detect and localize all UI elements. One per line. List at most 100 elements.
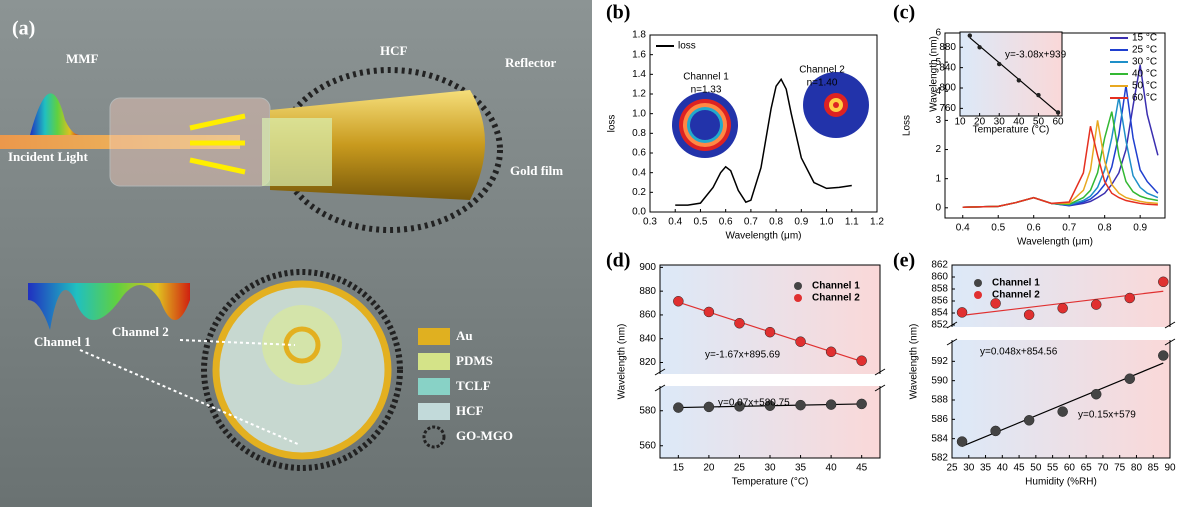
point bbox=[1055, 110, 1061, 115]
callout: Reflector bbox=[505, 55, 556, 70]
break-mark bbox=[654, 384, 666, 392]
spectrum-icon bbox=[28, 283, 190, 330]
y-tick-label: 1.0 bbox=[632, 108, 646, 119]
y-axis-label: Wavelength (nm) bbox=[909, 324, 920, 400]
legend-label: 30 °C bbox=[1132, 57, 1157, 68]
point bbox=[990, 298, 1001, 309]
panel-label: (b) bbox=[606, 2, 630, 24]
y-tick-label: 1.6 bbox=[632, 49, 646, 60]
point bbox=[996, 61, 1002, 67]
x-tick-label: 1.0 bbox=[820, 217, 834, 228]
x-tick-label: 50 bbox=[1030, 463, 1042, 474]
legend-label: loss bbox=[678, 41, 696, 52]
y-tick-label: 3 bbox=[935, 115, 941, 126]
x-tick-label: 70 bbox=[1097, 463, 1109, 474]
axis-break bbox=[654, 374, 886, 386]
chart: 10 20 30 40 50 60 760 800 840 880 Temperature (°C)… bbox=[929, 31, 1067, 136]
point bbox=[764, 400, 776, 411]
cross-section-pdms bbox=[262, 305, 342, 385]
point bbox=[703, 306, 715, 318]
x-tick-label: 20 bbox=[974, 117, 986, 128]
annotation: Channel 2 bbox=[799, 65, 845, 76]
point bbox=[956, 436, 968, 447]
x-tick-label: 0.9 bbox=[1133, 223, 1147, 234]
y-tick-label: 0.8 bbox=[632, 128, 646, 139]
y-tick-label: 5 bbox=[935, 57, 941, 68]
legend-label: Channel 1 bbox=[992, 278, 1040, 289]
y-tick-label: 852 bbox=[931, 320, 948, 331]
swatch bbox=[418, 378, 450, 395]
y-tick-label: 0.0 bbox=[632, 207, 646, 218]
y-tick-label: 580 bbox=[639, 405, 656, 416]
y-tick-label: 800 bbox=[939, 83, 956, 94]
point bbox=[825, 346, 837, 358]
x-tick-label: 25 bbox=[946, 463, 958, 474]
point bbox=[734, 401, 745, 412]
point bbox=[1124, 373, 1136, 384]
y-tick-label: 760 bbox=[939, 103, 956, 114]
x-tick-label: 15 bbox=[673, 463, 685, 474]
point bbox=[1124, 292, 1136, 304]
y-tick-label: 840 bbox=[639, 333, 656, 344]
x-tick-label: 0.8 bbox=[769, 217, 783, 228]
panel-label: (a) bbox=[12, 18, 35, 40]
x-tick-label: 0.4 bbox=[956, 223, 970, 234]
point bbox=[1158, 276, 1169, 288]
x-tick-label: 40 bbox=[826, 463, 838, 474]
x-tick-label: 45 bbox=[1014, 463, 1026, 474]
swatch bbox=[418, 328, 450, 345]
cross-section-mesh bbox=[201, 269, 403, 471]
legend-label: TCLF bbox=[456, 378, 491, 393]
x-tick-label: 45 bbox=[856, 463, 868, 474]
y-tick-label: 1.2 bbox=[632, 89, 646, 100]
x-tick-label: 30 bbox=[764, 463, 776, 474]
arrows bbox=[189, 113, 246, 175]
legend-label: Channel 2 bbox=[812, 293, 860, 304]
break-mark bbox=[946, 338, 958, 346]
point bbox=[673, 402, 684, 413]
chart: 0.3 0.4 0.5 0.6 0.7 0.8 0.9 1.0 1.1 1.2 0.0 0.2 0.4 0… bbox=[606, 2, 884, 242]
x-tick-label: 25 bbox=[734, 463, 746, 474]
y-tick-label: 588 bbox=[931, 395, 948, 406]
y-tick-label: 856 bbox=[931, 296, 948, 307]
go-mgo-mesh bbox=[277, 67, 503, 233]
x-tick-label: 60 bbox=[1053, 117, 1065, 128]
plot-area bbox=[659, 264, 881, 459]
y-tick-label: 0.2 bbox=[632, 187, 646, 198]
x-axis-label: Wavelength (μm) bbox=[726, 231, 802, 242]
point bbox=[1158, 350, 1169, 361]
y-axis-label: Loss bbox=[902, 115, 913, 136]
legend-label: 40 °C bbox=[1132, 69, 1157, 80]
point bbox=[1023, 415, 1035, 426]
point bbox=[1090, 299, 1102, 310]
x-tick-label: 0.8 bbox=[1098, 223, 1112, 234]
callout: HCF bbox=[380, 43, 408, 58]
annotation: y=-1.67x+895.69 bbox=[705, 350, 780, 361]
legend-label: Channel 2 bbox=[992, 290, 1040, 301]
x-tick-label: 35 bbox=[795, 463, 807, 474]
x-axis-label: Temperature (°C) bbox=[973, 125, 1050, 136]
y-tick-label: 840 bbox=[939, 62, 956, 73]
annotation: Channel 1 bbox=[683, 72, 729, 83]
panel-label: (c) bbox=[893, 2, 915, 24]
point bbox=[703, 401, 715, 413]
y-tick-label: 590 bbox=[931, 375, 948, 386]
point bbox=[1023, 309, 1035, 321]
x-tick-label: 20 bbox=[703, 463, 715, 474]
x-axis-label: Humidity (%RH) bbox=[1025, 477, 1097, 488]
x-tick-label: 1.2 bbox=[870, 217, 884, 228]
y-tick-label: 560 bbox=[639, 440, 656, 451]
swatch bbox=[418, 353, 450, 370]
legend-label: HCF bbox=[456, 403, 484, 418]
x-tick-label: 0.6 bbox=[1027, 223, 1041, 234]
chart: 15 20 25 30 35 40 45 560 580 820 840 860 880 900 Tempe… bbox=[606, 250, 886, 488]
y-axis-label: Wavelength (nm) bbox=[929, 36, 940, 112]
x-tick-label: 30 bbox=[994, 117, 1006, 128]
x-tick-label: 35 bbox=[980, 463, 992, 474]
y-tick-label: 2 bbox=[935, 144, 941, 155]
x-tick-label: 0.9 bbox=[794, 217, 808, 228]
x-tick-label: 50 bbox=[1033, 117, 1045, 128]
x-tick-label: 0.7 bbox=[1062, 223, 1076, 234]
point bbox=[977, 45, 982, 50]
legend-swatch bbox=[794, 282, 802, 290]
